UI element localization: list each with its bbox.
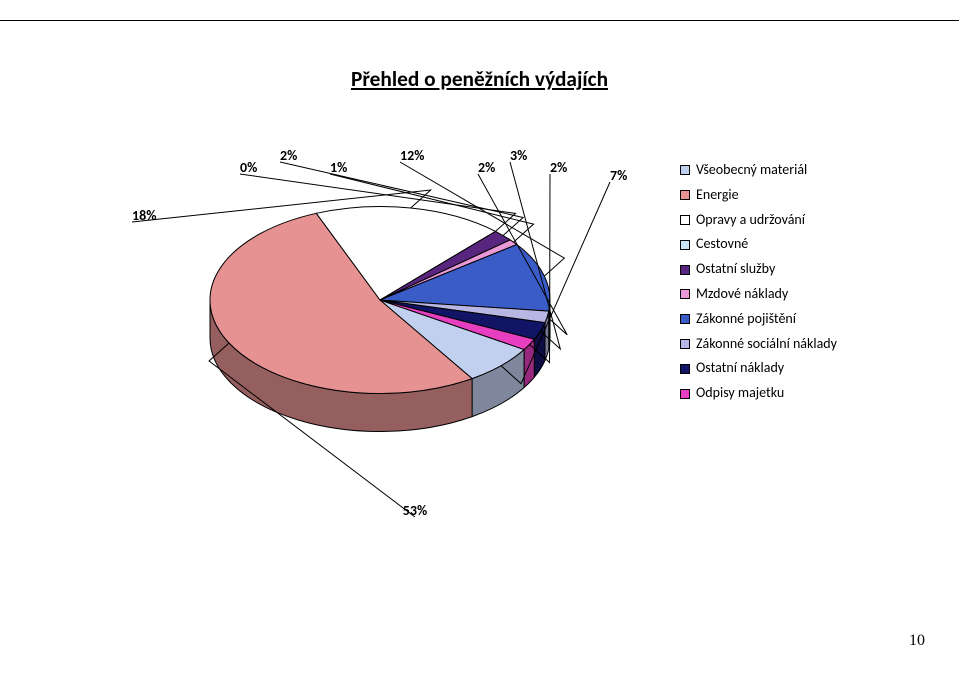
legend-swatch — [680, 190, 690, 200]
legend-label: Odpisy majetku — [696, 385, 784, 402]
page-number: 10 — [909, 632, 925, 650]
data-label: 1% — [330, 159, 347, 176]
legend-swatch — [680, 339, 690, 349]
legend-item: Všeobecný materiál — [680, 162, 890, 179]
pie-chart: 7% 53% 18% 0% 2% 1% 12% 2% 3% 2% — [110, 140, 650, 520]
legend-item: Zákonné pojištění — [680, 311, 890, 328]
legend-swatch — [680, 240, 690, 250]
data-label: 3% — [510, 147, 527, 164]
legend-item: Cestovné — [680, 236, 890, 253]
legend-item: Energie — [680, 187, 890, 204]
legend-label: Zákonné pojištění — [696, 311, 796, 328]
data-label: 7% — [610, 167, 627, 184]
data-label: 2% — [550, 159, 567, 176]
legend-item: Zákonné sociální náklady — [680, 336, 890, 353]
legend-swatch — [680, 389, 690, 399]
legend-item: Ostatní náklady — [680, 360, 890, 377]
legend-label: Ostatní náklady — [696, 360, 784, 377]
legend-label: Opravy a udržování — [696, 212, 805, 229]
legend-swatch — [680, 289, 690, 299]
legend-swatch — [680, 314, 690, 324]
chart-title-container: Přehled o peněžních výdajích — [0, 66, 959, 92]
legend-swatch — [680, 364, 690, 374]
legend-label: Mzdové náklady — [696, 286, 788, 303]
data-label: 2% — [478, 159, 495, 176]
page-top-rule — [0, 20, 959, 21]
legend-label: Energie — [696, 187, 739, 204]
data-label: 12% — [400, 147, 424, 164]
data-label: 53% — [403, 502, 427, 519]
legend-label: Zákonné sociální náklady — [696, 336, 837, 353]
legend-item: Opravy a udržování — [680, 212, 890, 229]
legend-item: Mzdové náklady — [680, 286, 890, 303]
data-label: 18% — [132, 207, 156, 224]
legend-swatch — [680, 165, 690, 175]
legend-item: Ostatní služby — [680, 261, 890, 278]
data-label: 0% — [240, 159, 257, 176]
legend-swatch — [680, 215, 690, 225]
legend-label: Ostatní služby — [696, 261, 775, 278]
chart-title: Přehled o peněžních výdajích — [351, 66, 608, 92]
chart-legend: Všeobecný materiál Energie Opravy a udržov… — [680, 162, 890, 410]
legend-swatch — [680, 265, 690, 275]
legend-item: Odpisy majetku — [680, 385, 890, 402]
data-label: 2% — [280, 147, 297, 164]
legend-label: Cestovné — [696, 236, 748, 253]
legend-label: Všeobecný materiál — [696, 162, 807, 179]
